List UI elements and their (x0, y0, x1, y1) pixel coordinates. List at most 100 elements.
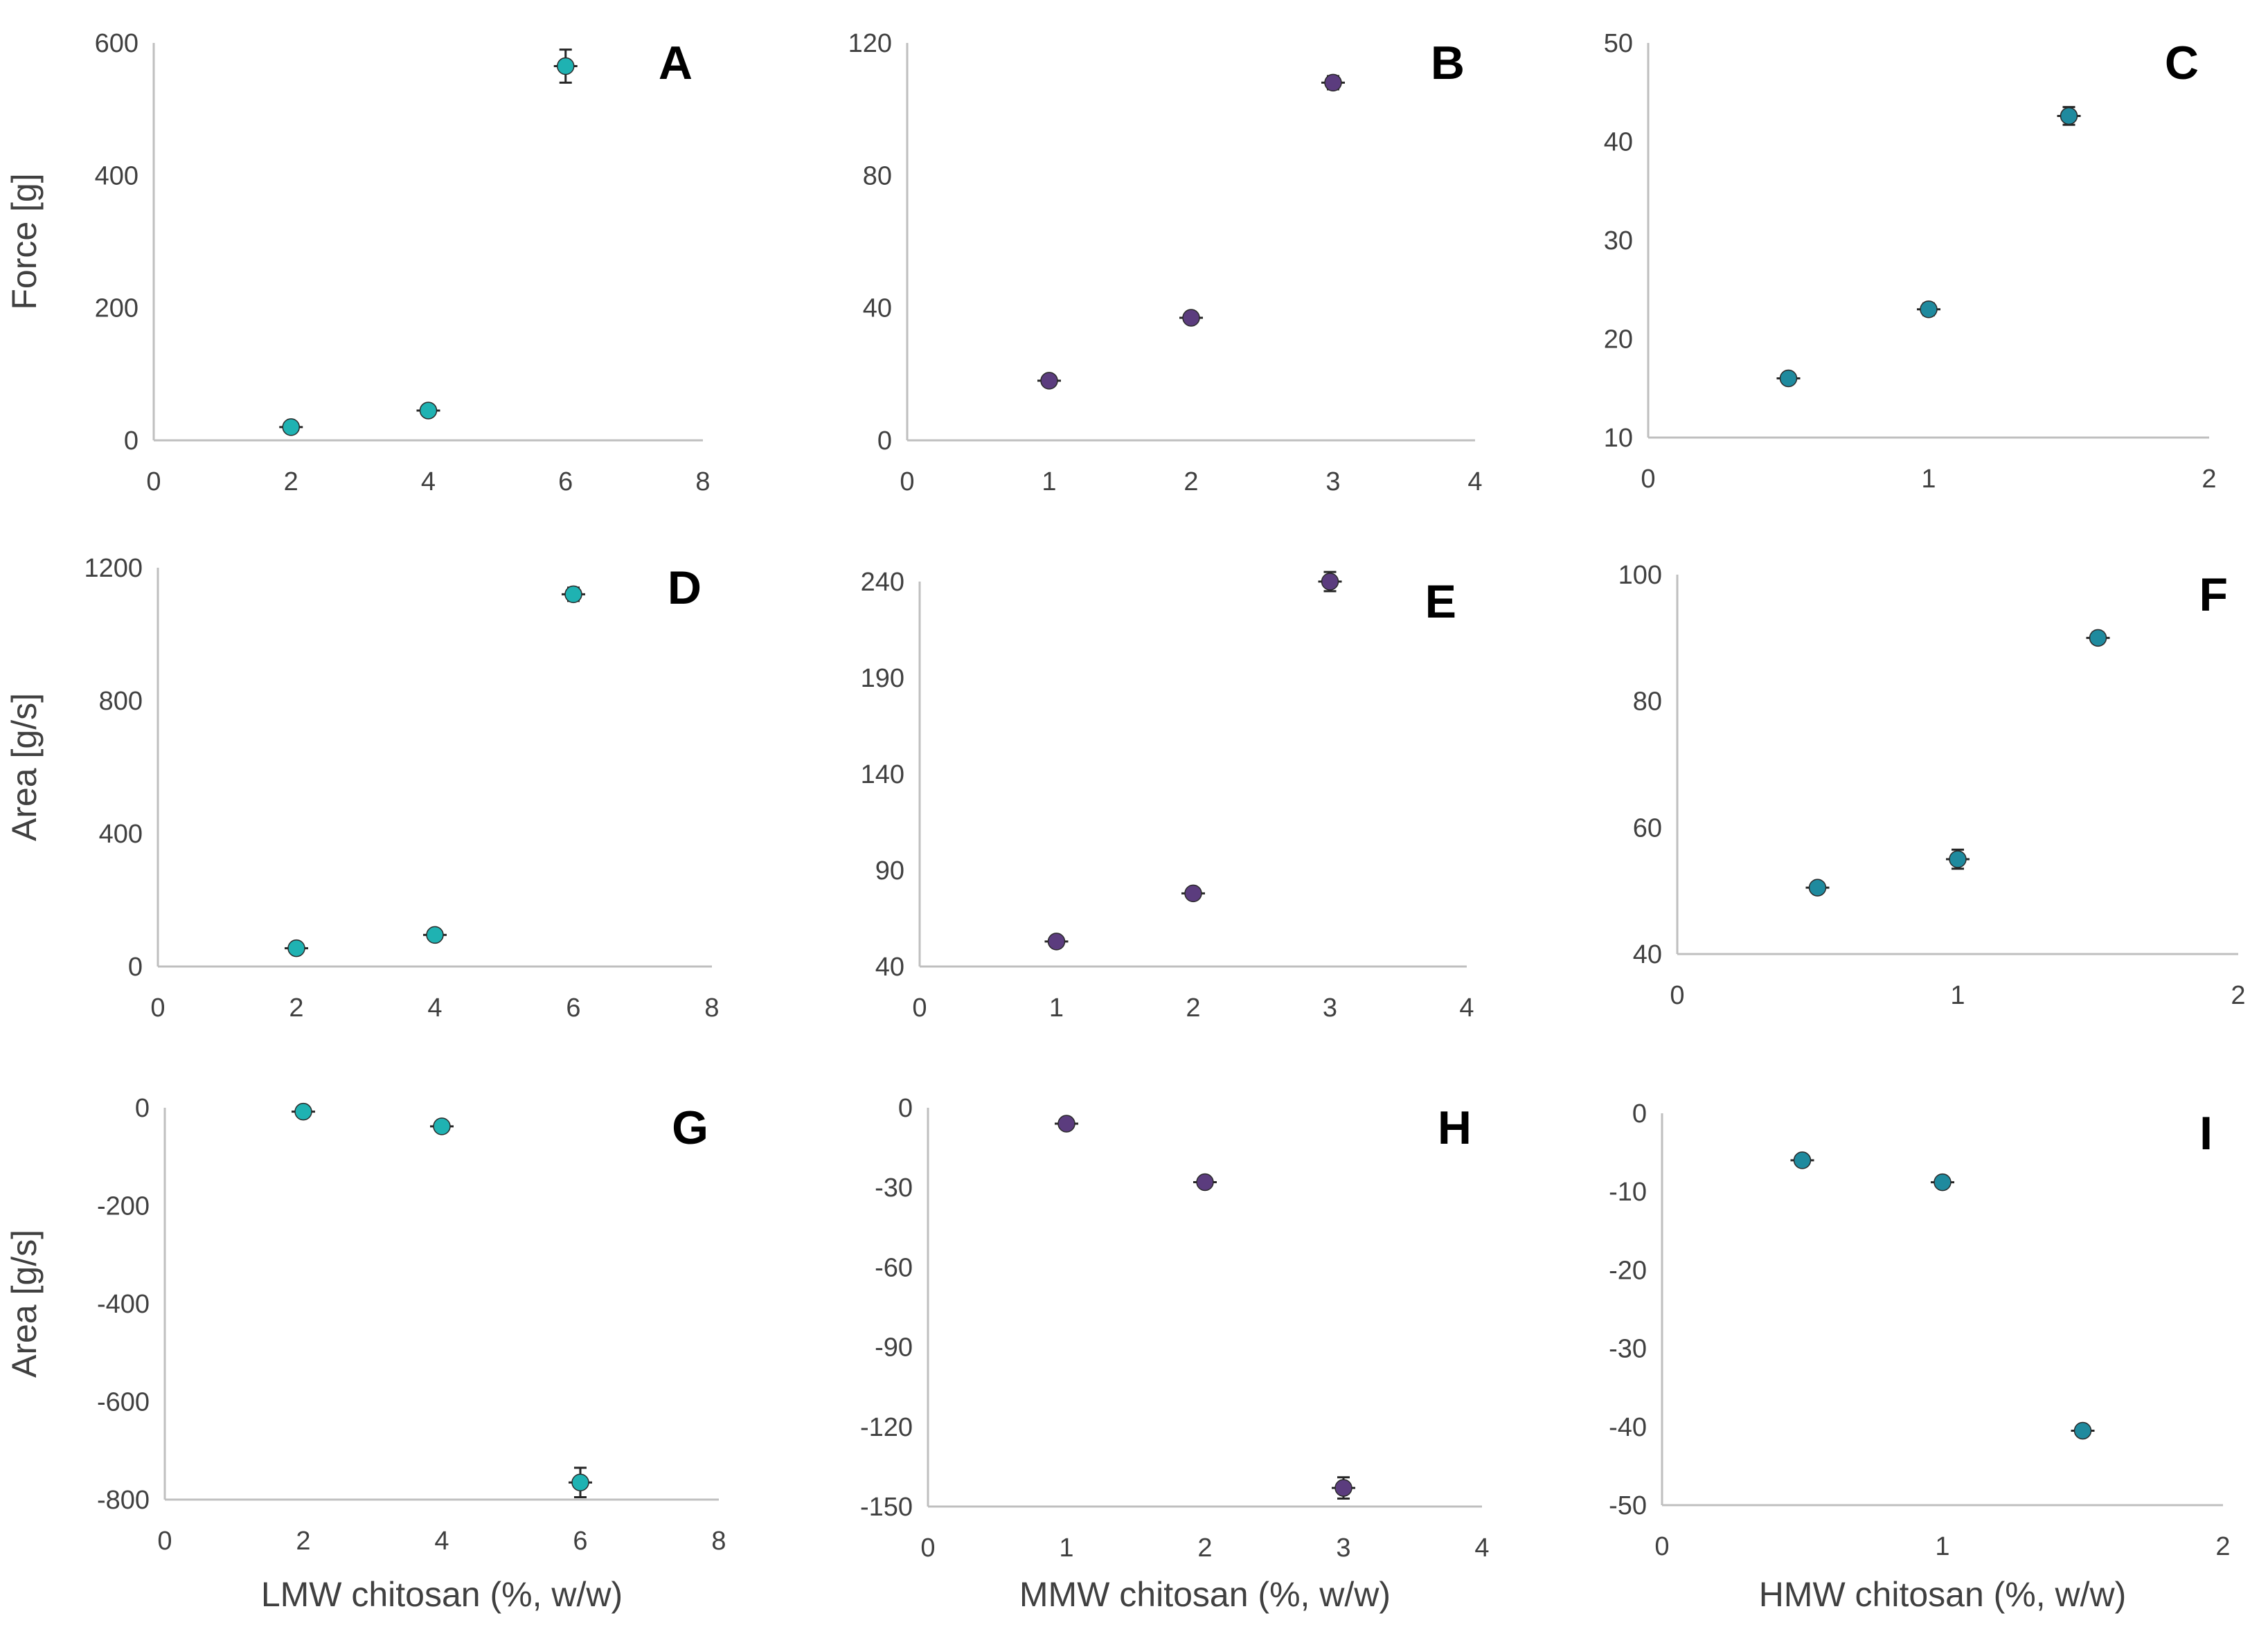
x-tick-label: 1 (1042, 467, 1056, 496)
x-tick-label: 3 (1336, 1534, 1350, 1563)
panel-a: 0 200 400 600 0 2 4 6 8 A Force [g] (5, 29, 711, 496)
data-point (294, 1102, 312, 1121)
data-point (287, 939, 305, 958)
data-point (1184, 884, 1202, 903)
x-tick-label: 1 (1935, 1532, 1949, 1561)
x-tick-label: 2 (2215, 1532, 2230, 1561)
x-tick-label: 0 (157, 1527, 172, 1556)
x-tick-label: 4 (1467, 467, 1482, 496)
x-axis-title: LMW chitosan (%, w/w) (261, 1575, 623, 1614)
x-tick-label: 0 (920, 1534, 935, 1563)
y-tick-label: 40 (875, 953, 904, 982)
y-tick-label: 100 (1618, 561, 1662, 590)
data-point (1934, 1173, 1952, 1192)
data-point (2089, 629, 2107, 647)
panel-letter: E (1425, 575, 1456, 628)
y-tick-label: 120 (848, 29, 892, 58)
x-tick-label: 2 (1197, 1534, 1212, 1563)
x-tick-label: 2 (296, 1527, 310, 1556)
y-tick-label: 50 (1604, 29, 1633, 58)
data-point (1920, 300, 1938, 318)
x-tick-label: 0 (1641, 465, 1655, 494)
data-point (1321, 573, 1339, 591)
data-point (419, 402, 438, 420)
x-tick-label: 1 (1950, 981, 1965, 1010)
y-tick-label: -40 (1609, 1413, 1647, 1442)
y-tick-label: 40 (1633, 940, 1662, 969)
data-point (1324, 73, 1342, 92)
data-point (282, 418, 300, 436)
x-tick-label: 0 (150, 994, 165, 1023)
panel-letter: B (1431, 37, 1465, 89)
y-tick-label: 30 (1604, 226, 1633, 255)
y-tick-label: -600 (97, 1388, 150, 1417)
panel-d: 0 400 800 1200 0 2 4 6 8 D Area [g/s] (5, 554, 720, 1023)
x-tick-label: 4 (421, 467, 436, 496)
y-tick-label: 0 (1632, 1099, 1647, 1129)
x-tick-label: 3 (1323, 994, 1337, 1023)
y-tick-label: 400 (99, 820, 143, 849)
x-tick-label: 0 (900, 467, 914, 496)
data-point (1793, 1151, 1812, 1169)
panel-b: 0 40 80 120 0 1 2 3 4 B (848, 29, 1483, 496)
y-tick-label: 0 (877, 426, 892, 456)
y-tick-label: 60 (1633, 814, 1662, 843)
x-tick-label: 2 (2231, 981, 2245, 1010)
x-tick-label: 8 (695, 467, 710, 496)
y-tick-label: 1200 (84, 554, 143, 583)
y-tick-label: 90 (875, 856, 904, 886)
data-point (1196, 1173, 1214, 1192)
y-tick-label: 10 (1604, 424, 1633, 453)
panel-letter: A (659, 37, 693, 89)
panel-letter: C (2165, 37, 2199, 89)
y-tick-label: 0 (128, 953, 143, 982)
y-tick-label: -20 (1609, 1256, 1647, 1285)
y-axis-title: Area [g/s] (5, 693, 44, 841)
y-tick-label: -30 (875, 1174, 913, 1203)
x-tick-label: 0 (1654, 1532, 1669, 1561)
x-tick-label: 2 (1186, 994, 1200, 1023)
y-tick-label: -60 (875, 1253, 913, 1282)
y-tick-label: -150 (860, 1493, 913, 1522)
y-tick-label: -120 (860, 1413, 913, 1442)
x-tick-label: 3 (1325, 467, 1340, 496)
y-tick-label: 80 (863, 161, 892, 190)
x-tick-label: 0 (1670, 981, 1684, 1010)
data-point (1182, 309, 1200, 327)
y-tick-label: 140 (861, 760, 904, 789)
data-point (433, 1117, 451, 1135)
data-point (1057, 1115, 1075, 1133)
data-point (557, 57, 575, 75)
x-tick-label: 2 (1184, 467, 1198, 496)
x-tick-label: 0 (146, 467, 161, 496)
x-axis-title: HMW chitosan (%, w/w) (1759, 1575, 2127, 1614)
data-point (1779, 369, 1798, 388)
y-tick-label: -90 (875, 1333, 913, 1363)
x-tick-label: 4 (434, 1527, 449, 1556)
panel-c: 10 20 30 40 50 0 1 2 C (1604, 29, 2217, 494)
x-tick-label: 1 (1921, 465, 1936, 494)
y-tick-label: 400 (95, 161, 139, 190)
data-point (1808, 879, 1827, 897)
x-tick-label: 1 (1049, 994, 1064, 1023)
y-tick-label: -10 (1609, 1178, 1647, 1207)
data-point (1334, 1479, 1352, 1497)
panel-letter: H (1438, 1102, 1472, 1154)
y-tick-label: 80 (1633, 687, 1662, 717)
panel-e: 40 90 140 190 240 0 1 2 3 4 E (861, 568, 1474, 1023)
y-tick-label: 0 (124, 426, 139, 456)
x-tick-label: 6 (573, 1527, 587, 1556)
y-tick-label: 0 (135, 1094, 150, 1123)
x-tick-label: 2 (2202, 465, 2216, 494)
y-tick-label: -400 (97, 1290, 150, 1319)
panel-letter: D (668, 561, 702, 614)
x-tick-label: 4 (1459, 994, 1474, 1023)
x-tick-label: 6 (558, 467, 573, 496)
data-point (564, 585, 582, 604)
y-tick-label: -30 (1609, 1335, 1647, 1364)
y-tick-label: 190 (861, 664, 904, 693)
y-tick-label: 40 (863, 294, 892, 323)
